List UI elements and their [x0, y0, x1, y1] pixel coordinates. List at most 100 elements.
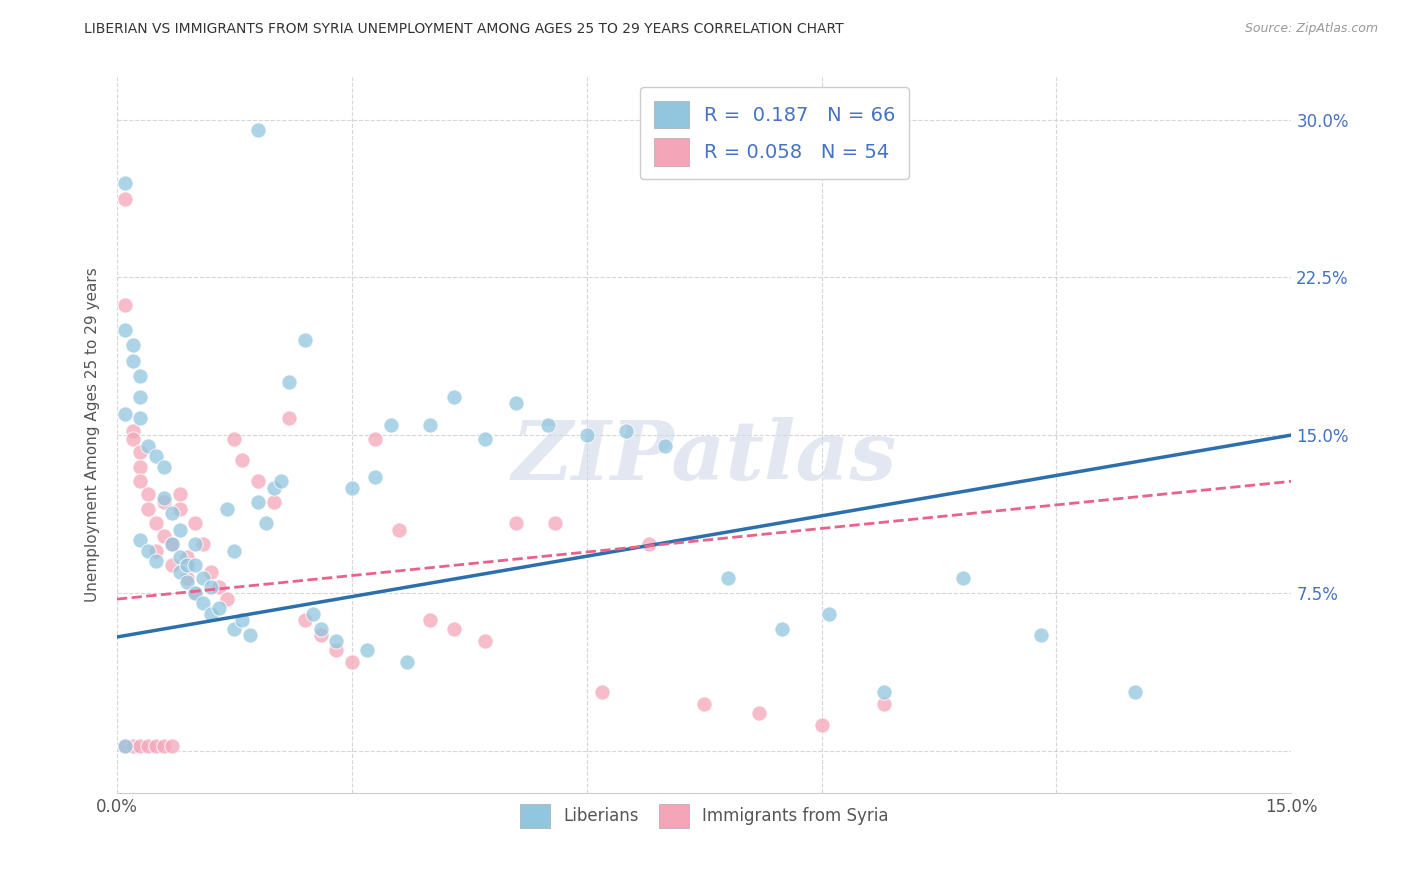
Point — [153, 491, 176, 505]
Point — [873, 684, 896, 698]
Point — [278, 411, 301, 425]
Point — [294, 613, 316, 627]
Point — [231, 453, 253, 467]
Point — [231, 613, 253, 627]
Point — [169, 501, 191, 516]
Point — [395, 655, 418, 669]
Point — [153, 739, 176, 754]
Point — [873, 698, 896, 712]
Point — [356, 642, 378, 657]
Point — [952, 571, 974, 585]
Point — [176, 571, 198, 585]
Point — [215, 501, 238, 516]
Point — [638, 537, 661, 551]
Text: Source: ZipAtlas.com: Source: ZipAtlas.com — [1244, 22, 1378, 36]
Point — [114, 323, 136, 337]
Point — [474, 432, 496, 446]
Point — [121, 739, 143, 754]
Point — [176, 558, 198, 573]
Point — [121, 424, 143, 438]
Point — [114, 739, 136, 754]
Point — [169, 565, 191, 579]
Point — [340, 481, 363, 495]
Point — [136, 543, 159, 558]
Point — [129, 533, 152, 548]
Point — [419, 613, 441, 627]
Point — [160, 537, 183, 551]
Y-axis label: Unemployment Among Ages 25 to 29 years: Unemployment Among Ages 25 to 29 years — [86, 268, 100, 602]
Point — [129, 411, 152, 425]
Point — [191, 571, 214, 585]
Point — [121, 337, 143, 351]
Point — [270, 475, 292, 489]
Point — [1029, 628, 1052, 642]
Point — [380, 417, 402, 432]
Point — [309, 628, 332, 642]
Point — [544, 516, 567, 531]
Point — [153, 459, 176, 474]
Point — [169, 487, 191, 501]
Point — [114, 298, 136, 312]
Point — [474, 634, 496, 648]
Point — [191, 596, 214, 610]
Point — [301, 607, 323, 621]
Point — [388, 523, 411, 537]
Point — [364, 470, 387, 484]
Point — [246, 123, 269, 137]
Point — [419, 417, 441, 432]
Point — [121, 432, 143, 446]
Point — [208, 580, 231, 594]
Point — [772, 622, 794, 636]
Point — [121, 354, 143, 368]
Point — [160, 506, 183, 520]
Point — [254, 516, 277, 531]
Point — [184, 516, 207, 531]
Point — [443, 622, 465, 636]
Point — [129, 459, 152, 474]
Point — [654, 439, 676, 453]
Point — [160, 739, 183, 754]
Point — [136, 739, 159, 754]
Point — [505, 516, 527, 531]
Point — [818, 607, 841, 621]
Point — [215, 592, 238, 607]
Point — [136, 487, 159, 501]
Point — [200, 580, 222, 594]
Point — [114, 739, 136, 754]
Point — [145, 739, 167, 754]
Point — [160, 537, 183, 551]
Point — [224, 543, 246, 558]
Point — [145, 516, 167, 531]
Point — [575, 428, 598, 442]
Point — [443, 390, 465, 404]
Point — [145, 554, 167, 568]
Point — [129, 475, 152, 489]
Point — [200, 565, 222, 579]
Legend: Liberians, Immigrants from Syria: Liberians, Immigrants from Syria — [513, 797, 896, 834]
Point — [224, 622, 246, 636]
Point — [263, 481, 285, 495]
Point — [160, 558, 183, 573]
Point — [591, 684, 613, 698]
Point — [169, 523, 191, 537]
Point — [693, 698, 716, 712]
Point — [505, 396, 527, 410]
Point — [1123, 684, 1146, 698]
Point — [224, 432, 246, 446]
Point — [176, 550, 198, 565]
Point — [129, 445, 152, 459]
Point — [153, 495, 176, 509]
Point — [294, 334, 316, 348]
Point — [129, 739, 152, 754]
Point — [717, 571, 740, 585]
Point — [748, 706, 770, 720]
Point — [325, 642, 347, 657]
Point — [246, 495, 269, 509]
Text: LIBERIAN VS IMMIGRANTS FROM SYRIA UNEMPLOYMENT AMONG AGES 25 TO 29 YEARS CORRELA: LIBERIAN VS IMMIGRANTS FROM SYRIA UNEMPL… — [84, 22, 844, 37]
Point — [200, 607, 222, 621]
Point — [136, 439, 159, 453]
Point — [191, 537, 214, 551]
Point — [340, 655, 363, 669]
Point — [184, 586, 207, 600]
Point — [263, 495, 285, 509]
